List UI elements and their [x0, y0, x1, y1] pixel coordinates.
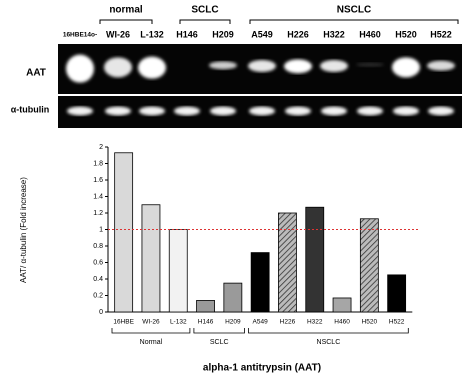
x-tick-label: H460	[334, 319, 350, 326]
gel-lane-label: H209	[212, 29, 234, 39]
y-tick-label: 1	[99, 226, 103, 233]
x-tick-label: H226	[280, 319, 296, 326]
gel-band	[248, 60, 276, 72]
y-tick-label: 0.8	[93, 243, 103, 250]
x-tick-label: L-132	[170, 319, 187, 326]
bar	[141, 204, 161, 313]
gel-band	[66, 54, 94, 83]
x-tick-label: A549	[253, 319, 269, 326]
bar	[250, 252, 270, 313]
group-bracket	[99, 19, 153, 24]
gel-band	[105, 106, 131, 116]
bar	[332, 297, 352, 313]
gel-row-label: AAT	[26, 68, 46, 79]
x-tick-label: H520	[362, 319, 378, 326]
gel-group-label: NSCLC	[337, 5, 371, 16]
bar	[168, 229, 188, 313]
x-tick-label: 16HBE	[113, 319, 134, 326]
gel-band	[357, 106, 383, 116]
gel-row-label: α-tubulin	[11, 104, 50, 114]
group-label: SCLC	[210, 339, 229, 346]
gel-band	[174, 106, 200, 116]
gel-band	[320, 60, 348, 72]
gel-group-label: normal	[109, 5, 143, 16]
group-bracket	[248, 328, 409, 334]
y-tick-label: 1.6	[93, 177, 103, 184]
group-bracket	[179, 19, 231, 24]
gel-band	[249, 106, 275, 116]
gel-lane-label: H520	[395, 29, 417, 39]
gel-band	[138, 56, 166, 79]
gel-band	[356, 62, 384, 67]
group-bracket	[193, 328, 245, 334]
gel-group-label: SCLC	[191, 5, 218, 16]
group-label: NSCLC	[317, 339, 341, 346]
x-tick-label: H146	[198, 319, 214, 326]
gel-band	[139, 106, 165, 116]
group-bracket	[249, 19, 459, 24]
y-tick-label: 0.6	[93, 259, 103, 266]
bar	[305, 206, 325, 313]
gel-band	[210, 106, 236, 116]
gel-band	[285, 106, 311, 116]
bar	[114, 152, 134, 313]
x-tick-label: WI-26	[142, 319, 160, 326]
gel-lane-label: WI-26	[106, 29, 130, 39]
bar	[196, 300, 215, 313]
y-tick-label: 0	[99, 309, 103, 316]
gel-lane-label: H460	[359, 29, 381, 39]
gel-band	[427, 60, 455, 71]
gel-lane-label: H146	[176, 29, 198, 39]
x-tick-label: H322	[307, 319, 323, 326]
gel-lane-label: A549	[251, 29, 273, 39]
gel-band	[284, 59, 312, 74]
gel-band	[67, 106, 93, 116]
gel-band	[393, 106, 419, 116]
gel-band	[392, 57, 420, 78]
y-tick-label: 0.4	[93, 276, 103, 283]
gel-lane-label: H226	[287, 29, 309, 39]
gel-lane-label: 16HBE14o-	[63, 32, 97, 39]
group-label: Normal	[140, 339, 163, 346]
y-tick-label: 1.8	[93, 160, 103, 167]
gel-band	[104, 57, 132, 78]
y-tick-label: 0.2	[93, 292, 103, 299]
gel-band	[428, 106, 454, 116]
gel-lane-label: H322	[323, 29, 345, 39]
x-axis-title: alpha-1 antitrypsin (AAT)	[203, 363, 321, 374]
x-tick-label: H209	[225, 319, 241, 326]
bar	[278, 212, 297, 313]
y-axis-title: AAT/ α-tubulin (Fold increase)	[19, 177, 28, 283]
gel-lane-label: L-132	[140, 29, 164, 39]
bar	[387, 274, 407, 313]
x-tick-label: H522	[389, 319, 405, 326]
bar	[223, 282, 243, 313]
y-tick-label: 2	[99, 144, 103, 151]
gel-band	[209, 61, 237, 70]
y-tick-label: 1.4	[93, 193, 103, 200]
group-bracket	[111, 328, 191, 334]
y-tick-label: 1.2	[93, 210, 103, 217]
gel-lane-label: H522	[430, 29, 452, 39]
gel-band	[321, 106, 347, 116]
bar	[359, 218, 379, 313]
